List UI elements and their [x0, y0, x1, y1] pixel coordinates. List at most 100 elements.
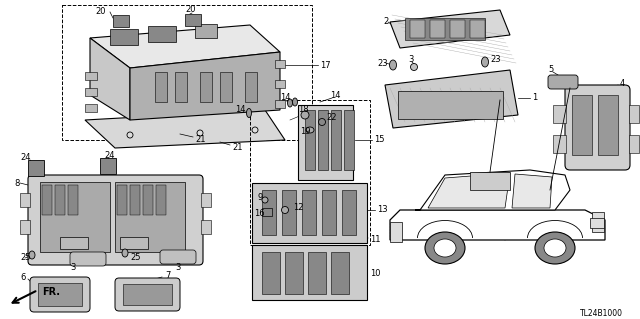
Bar [175, 72, 187, 102]
Ellipse shape [29, 251, 35, 259]
Bar [598, 95, 618, 155]
Bar [470, 20, 485, 38]
Bar [285, 252, 303, 294]
Text: 4: 4 [620, 78, 625, 87]
Text: 14: 14 [235, 106, 246, 115]
Text: 9: 9 [258, 192, 263, 202]
Bar [282, 190, 296, 235]
Text: 23: 23 [490, 56, 500, 64]
Bar [572, 95, 592, 155]
Text: 19: 19 [300, 128, 310, 137]
Text: 10: 10 [370, 269, 381, 278]
Text: 15: 15 [374, 136, 385, 145]
Ellipse shape [246, 108, 252, 117]
Polygon shape [415, 170, 570, 210]
Bar [275, 80, 285, 88]
Bar [85, 72, 97, 80]
Text: 3: 3 [408, 55, 413, 63]
Bar [262, 208, 272, 216]
Bar [85, 104, 97, 112]
Bar [40, 182, 110, 252]
Bar [398, 91, 503, 119]
Ellipse shape [122, 249, 128, 257]
Polygon shape [130, 52, 280, 120]
Bar [156, 185, 166, 215]
Ellipse shape [262, 197, 268, 203]
Polygon shape [390, 10, 510, 48]
Bar [60, 237, 88, 249]
Text: 5: 5 [548, 65, 553, 75]
Bar [342, 190, 356, 235]
Bar [110, 29, 138, 45]
Polygon shape [385, 70, 518, 128]
Text: 7: 7 [165, 271, 170, 279]
Bar [629, 105, 639, 123]
Text: FR.: FR. [42, 287, 60, 297]
Polygon shape [90, 38, 130, 120]
Text: 14: 14 [280, 93, 291, 101]
Bar [195, 24, 217, 38]
Text: 21: 21 [195, 136, 205, 145]
Ellipse shape [287, 99, 292, 107]
FancyBboxPatch shape [70, 252, 106, 266]
Ellipse shape [301, 111, 309, 119]
Bar [245, 72, 257, 102]
Polygon shape [428, 173, 510, 208]
Bar [252, 245, 367, 300]
Polygon shape [85, 110, 285, 148]
Bar [220, 72, 232, 102]
Bar [20, 220, 30, 234]
Text: 3: 3 [175, 263, 180, 272]
Bar [117, 185, 127, 215]
Bar [20, 193, 30, 207]
Bar [553, 135, 566, 153]
FancyBboxPatch shape [30, 277, 90, 312]
Bar [262, 252, 280, 294]
Bar [115, 182, 185, 252]
Bar [148, 26, 176, 42]
Bar [590, 218, 604, 228]
FancyBboxPatch shape [565, 85, 630, 170]
Polygon shape [90, 25, 280, 68]
Text: 24: 24 [104, 151, 115, 160]
Text: 11: 11 [370, 235, 381, 244]
Text: 25: 25 [20, 254, 31, 263]
Text: 3: 3 [70, 263, 76, 272]
Ellipse shape [390, 60, 397, 70]
Bar [123, 284, 172, 305]
Ellipse shape [292, 98, 298, 106]
Bar [201, 193, 211, 207]
Bar [275, 100, 285, 108]
Text: 18: 18 [298, 106, 308, 115]
Bar [305, 110, 315, 170]
FancyBboxPatch shape [115, 278, 180, 311]
Text: 21: 21 [232, 143, 243, 152]
Text: 12: 12 [293, 203, 303, 211]
Text: 24: 24 [20, 152, 31, 161]
Bar [250, 100, 370, 245]
Bar [302, 190, 316, 235]
FancyBboxPatch shape [28, 175, 203, 265]
Polygon shape [512, 174, 552, 208]
Bar [201, 220, 211, 234]
Bar [430, 20, 445, 38]
Polygon shape [390, 210, 605, 240]
Text: 14: 14 [330, 91, 340, 100]
Bar [85, 88, 97, 96]
Bar [298, 105, 353, 180]
Bar [262, 190, 276, 235]
Ellipse shape [434, 239, 456, 257]
Text: 25: 25 [130, 254, 141, 263]
Text: 20: 20 [185, 4, 195, 13]
Ellipse shape [282, 206, 289, 213]
Bar [155, 72, 167, 102]
Bar [252, 183, 367, 243]
Text: 13: 13 [377, 205, 388, 214]
Text: 16: 16 [254, 209, 264, 218]
Bar [390, 222, 402, 242]
Bar [38, 283, 82, 306]
Text: 2: 2 [383, 18, 388, 26]
Text: 22: 22 [326, 114, 337, 122]
Bar [450, 20, 465, 38]
Bar [55, 185, 65, 215]
